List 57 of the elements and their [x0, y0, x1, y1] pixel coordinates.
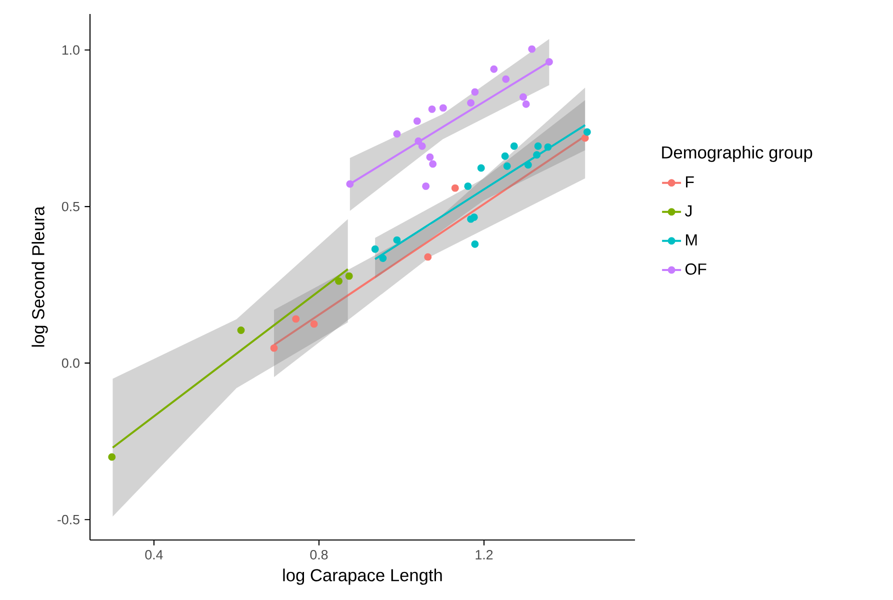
point [528, 45, 536, 53]
point [471, 88, 479, 96]
legend-label: F [686, 176, 694, 188]
point [502, 75, 510, 83]
point [439, 104, 447, 112]
point [393, 130, 401, 138]
y-axis-title: log Second Pleura [32, 206, 48, 347]
point [490, 65, 498, 73]
point [345, 272, 353, 280]
x-axis-title: log Carapace Length [283, 568, 442, 585]
point [379, 254, 387, 262]
point [545, 58, 553, 66]
x-tick-label: 0.4 [145, 550, 163, 560]
legend-label: M [686, 234, 697, 246]
point [237, 326, 245, 334]
point [471, 240, 479, 248]
point [371, 245, 379, 253]
y-tick-label: 1.0 [62, 45, 80, 55]
point [522, 100, 530, 108]
point [544, 143, 552, 151]
point [534, 142, 542, 150]
point [426, 153, 434, 161]
point [464, 182, 472, 190]
legend-title: Demographic group [662, 146, 812, 162]
legend-label: J [684, 205, 692, 217]
point [424, 253, 432, 261]
point [346, 180, 354, 188]
point [413, 117, 421, 125]
point [335, 277, 343, 285]
point [451, 184, 459, 192]
point [477, 164, 485, 172]
point [418, 142, 426, 150]
point [467, 99, 475, 107]
point [108, 453, 116, 461]
point [422, 182, 430, 190]
point [270, 344, 278, 352]
y-tick-label: -0.5 [58, 514, 80, 524]
point [519, 93, 527, 101]
legend-label: OF [685, 263, 706, 275]
point [501, 152, 509, 160]
point [583, 128, 591, 136]
point [310, 320, 318, 328]
y-tick-label: 0.0 [62, 358, 80, 368]
point [524, 161, 532, 169]
point [510, 142, 518, 150]
point [503, 162, 511, 170]
y-tick-label: 0.5 [62, 202, 80, 212]
point [393, 236, 401, 244]
point [428, 105, 436, 113]
x-tick-label: 0.8 [310, 550, 328, 560]
point [292, 315, 300, 323]
x-tick-label: 1.2 [476, 550, 493, 560]
point [414, 137, 422, 145]
point [470, 213, 478, 221]
point [581, 134, 589, 142]
point [533, 151, 541, 159]
point [429, 160, 437, 168]
